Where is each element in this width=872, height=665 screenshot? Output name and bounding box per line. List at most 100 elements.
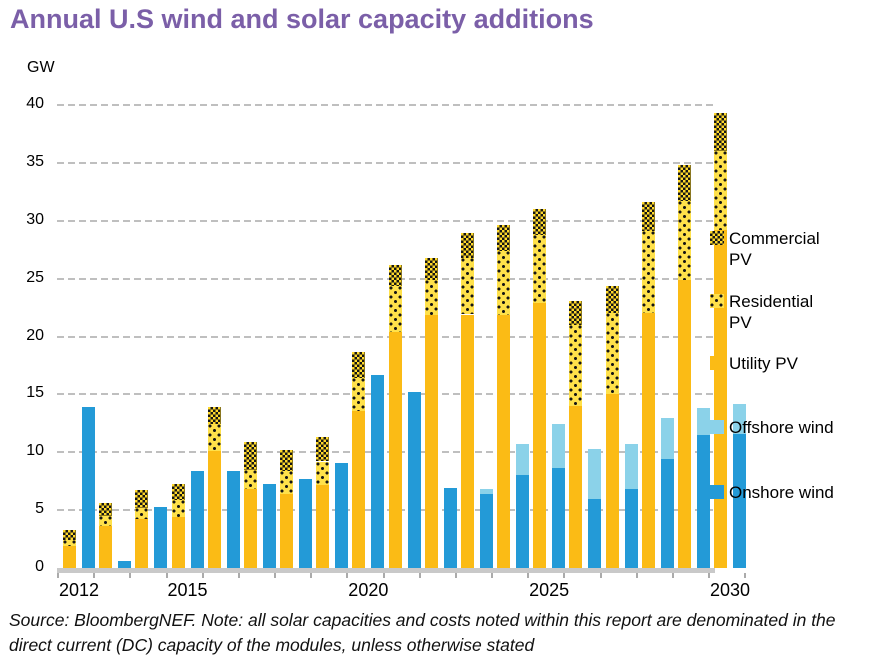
- bar-segment-residential-pv-2016: [207, 424, 221, 452]
- bar-segment-onshore-wind-2020: [371, 374, 385, 568]
- x-axis-tick: [527, 573, 530, 578]
- offshore-wind-swatch-icon: [710, 420, 724, 434]
- bar-segment-offshore-wind-2024: [516, 444, 529, 476]
- y-axis-unit-label: GW: [27, 59, 55, 76]
- bar-segment-onshore-wind-2027: [624, 489, 638, 568]
- bar-segment-onshore-wind-2014: [154, 506, 168, 568]
- bar-segment-residential-pv-2014: [135, 507, 149, 520]
- bar-segment-residential-pv-2026: [569, 324, 583, 406]
- bar-segment-commercial-pv-2026: [569, 300, 583, 325]
- bar-segment-onshore-wind-2012: [82, 407, 95, 568]
- x-tick-label-2012: 2012: [58, 580, 100, 600]
- legend-item-offshore-wind: Offshore wind: [710, 417, 834, 438]
- bar-segment-onshore-wind-2028: [660, 459, 674, 568]
- bar-segment-residential-pv-2022: [424, 279, 438, 315]
- bar-segment-utility-pv-2029: [677, 279, 691, 568]
- x-axis-tick: [93, 573, 96, 578]
- x-axis-tick: [57, 573, 59, 578]
- bar-segment-commercial-pv-2015: [171, 483, 185, 500]
- x-tick-label-2030: 2030: [709, 580, 751, 600]
- x-axis-tick: [418, 573, 421, 578]
- x-axis-tick: [671, 573, 674, 578]
- x-axis-tick: [491, 573, 493, 578]
- bar-segment-onshore-wind-2030: [733, 433, 746, 568]
- bar-segment-commercial-pv-2016: [207, 407, 221, 425]
- x-axis-tick: [201, 573, 204, 578]
- bar-segment-residential-pv-2023: [460, 257, 474, 315]
- bar-segment-utility-pv-2030: [714, 230, 727, 568]
- legend-item-onshore-wind: Onshore wind: [710, 482, 834, 503]
- gridline-25: [57, 277, 715, 280]
- y-tick-label-10: 10: [26, 442, 44, 460]
- residential-pv-swatch-icon: [710, 294, 724, 308]
- bar-segment-offshore-wind-2028: [660, 417, 674, 460]
- gridline-20: [57, 335, 715, 338]
- bar-segment-offshore-wind-2026: [588, 448, 602, 499]
- bar-segment-residential-pv-2015: [171, 499, 185, 518]
- legend-label-residential-pv: Residential PV: [729, 292, 814, 332]
- bar-segment-onshore-wind-2013: [118, 561, 132, 568]
- bar-segment-residential-pv-2020: [352, 378, 366, 411]
- x-axis-tick: [346, 573, 349, 578]
- bar-segment-utility-pv-2018: [280, 493, 293, 568]
- bar-segment-residential-pv-2019: [316, 461, 330, 485]
- legend-label-commercial-pv: Commercial PV: [729, 229, 820, 269]
- x-axis-tick: [744, 573, 747, 578]
- bar-segment-residential-pv-2021: [388, 285, 402, 332]
- x-axis-tick: [599, 573, 602, 578]
- bar-segment-utility-pv-2015: [171, 517, 185, 568]
- bar-segment-residential-pv-2027: [605, 313, 619, 395]
- bar-segment-offshore-wind-2027: [624, 444, 638, 490]
- y-tick-label-35: 35: [26, 152, 44, 170]
- gridline-15: [57, 393, 715, 396]
- bar-segment-residential-pv-2024: [497, 250, 510, 315]
- bar-segment-utility-pv-2024: [497, 314, 510, 568]
- bar-segment-residential-pv-2028: [641, 231, 655, 314]
- y-tick-label-40: 40: [26, 95, 44, 112]
- legend-label-onshore-wind: Onshore wind: [729, 483, 834, 502]
- bar-segment-commercial-pv-2021: [388, 264, 402, 286]
- x-axis-tick: [237, 573, 240, 578]
- bar-segment-utility-pv-2012: [63, 546, 76, 568]
- bar-segment-utility-pv-2014: [135, 519, 149, 568]
- y-tick-label-0: 0: [35, 558, 44, 575]
- bar-segment-utility-pv-2022: [424, 314, 438, 568]
- bar-segment-offshore-wind-2025: [552, 424, 566, 469]
- bar-segment-onshore-wind-2022: [443, 488, 457, 568]
- x-axis-tick: [274, 573, 276, 578]
- x-axis-tick: [382, 573, 385, 578]
- bar-segment-utility-pv-2021: [388, 331, 402, 568]
- bar-segment-utility-pv-2023: [460, 314, 474, 568]
- bar-segment-utility-pv-2028: [641, 313, 655, 568]
- bar-segment-commercial-pv-2024: [497, 225, 510, 251]
- bar-segment-commercial-pv-2020: [352, 351, 366, 379]
- bar-segment-commercial-pv-2014: [135, 490, 149, 508]
- gridline-10: [57, 451, 715, 454]
- bar-segment-onshore-wind-2015: [190, 470, 204, 568]
- bar-segment-offshore-wind-2029: [696, 408, 710, 435]
- onshore-wind-swatch-icon: [710, 485, 724, 499]
- bar-segment-residential-pv-2013: [99, 515, 113, 527]
- bar-segment-offshore-wind-2030: [733, 403, 746, 434]
- bar-segment-commercial-pv-2012: [63, 529, 76, 541]
- x-axis-tick: [310, 573, 313, 578]
- bar-segment-commercial-pv-2028: [641, 202, 655, 232]
- bar-segment-commercial-pv-2023: [460, 233, 474, 258]
- bar-segment-utility-pv-2027: [605, 394, 619, 568]
- bar-segment-commercial-pv-2022: [424, 257, 438, 280]
- x-axis-tick: [165, 573, 168, 578]
- bar-segment-residential-pv-2030: [714, 151, 727, 230]
- bar-segment-utility-pv-2017: [243, 489, 257, 568]
- gridline-30: [57, 219, 715, 222]
- bar-segment-residential-pv-2012: [63, 540, 76, 546]
- bar-segment-commercial-pv-2018: [280, 449, 293, 471]
- x-tick-label-2015: 2015: [167, 580, 208, 600]
- bar-segment-commercial-pv-2025: [533, 209, 547, 235]
- legend-label-offshore-wind: Offshore wind: [729, 418, 834, 437]
- x-tick-label-2020: 2020: [348, 580, 389, 600]
- x-axis-tick: [129, 573, 132, 578]
- bar-segment-commercial-pv-2019: [316, 437, 330, 462]
- bar-segment-onshore-wind-2023: [479, 493, 493, 568]
- bar-segment-utility-pv-2019: [316, 484, 330, 568]
- bar-segment-utility-pv-2025: [533, 302, 547, 568]
